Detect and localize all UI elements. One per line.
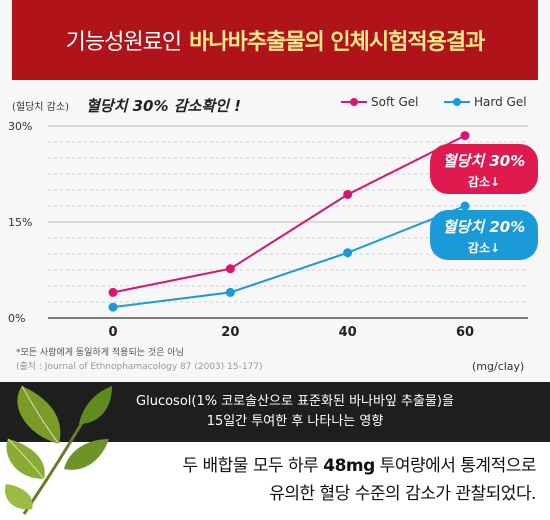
x-tick-label: 60: [456, 325, 474, 340]
leaf-icon: [4, 385, 112, 515]
banner-lead-text: 기능성원료인: [65, 30, 182, 55]
y-axis-label: (혈당치 감소): [12, 100, 69, 113]
bottom-statement: 두 배합물 모두 하루 48mg 투여량에서 통계적으로 유의한 혈당 수준의 …: [182, 452, 536, 508]
data-point: [460, 131, 470, 141]
annotation-line1: 혈당치 30%: [443, 152, 526, 170]
annotation-line2: 감소↓: [468, 174, 500, 189]
annotation-line1: 혈당치 20%: [443, 218, 526, 236]
x-tick-label: 0: [108, 325, 117, 340]
x-tick-label: 20: [221, 325, 239, 340]
info-bar-line1: Glucosol(1% 코로솔산으로 표준화된 바나바잎 추출물)을: [136, 394, 454, 409]
data-point: [225, 264, 235, 274]
legend-label: Soft Gel: [371, 95, 419, 109]
data-point: [108, 302, 118, 312]
bottom-dose: 48mg: [323, 456, 375, 476]
footnote-disclaimer: *모든 사람에게 동일하게 적용되는 것은 아님: [16, 348, 184, 358]
series-line: [112, 134, 466, 294]
data-point: [225, 287, 235, 297]
annotation-bubble: [430, 210, 538, 260]
x-axis-unit: (mg/clay): [472, 360, 525, 373]
legend-marker: [453, 98, 461, 106]
x-tick-label: 40: [339, 325, 357, 340]
bottom-line1-c: 투여량에서 통계적으로: [374, 456, 537, 476]
data-point: [343, 189, 353, 199]
chart-title: 혈당치 30% 감소확인 !: [86, 97, 241, 115]
annotation-line2: 감소↓: [468, 240, 500, 255]
legend-label: Hard Gel: [474, 95, 527, 109]
info-bar-line2: 15일간 투여한 후 나타나는 영향: [206, 414, 384, 429]
chart-area: 0% 15% 30% 0 20 40 60 (혈당치 감소) 혈당치 30% 감소확인 ! Sof…: [0, 80, 550, 380]
data-point: [460, 201, 470, 211]
line-chart: 0% 15% 30% 0 20 40 60 (혈당치 감소) 혈당치 30% 감소확인 ! Sof…: [8, 95, 538, 340]
legend-marker: [350, 98, 358, 106]
y-tick-label: 30%: [8, 120, 32, 133]
footnote: *모든 사람에게 동일하게 적용되는 것은 아님 (출처 : Journal o…: [16, 346, 263, 374]
y-tick-label: 0%: [8, 312, 25, 325]
y-tick-label: 15%: [8, 216, 32, 229]
series-line: [112, 205, 466, 309]
footnote-source: (출처 : Journal of Ethnophamacology 87 (20…: [16, 362, 263, 372]
bottom-line2: 유의한 혈당 수준의 감소가 관찰되었다.: [269, 484, 536, 504]
bottom-line1-a: 두 배합물 모두 하루: [182, 456, 324, 476]
data-point: [343, 248, 353, 258]
data-point: [108, 287, 118, 297]
title-banner: 기능성원료인 바나바추출물의 인체시험적용결과: [12, 0, 538, 80]
annotation-bubble: [430, 144, 538, 194]
banner-highlight-text: 바나바추출물의 인체시험적용결과: [189, 30, 485, 55]
